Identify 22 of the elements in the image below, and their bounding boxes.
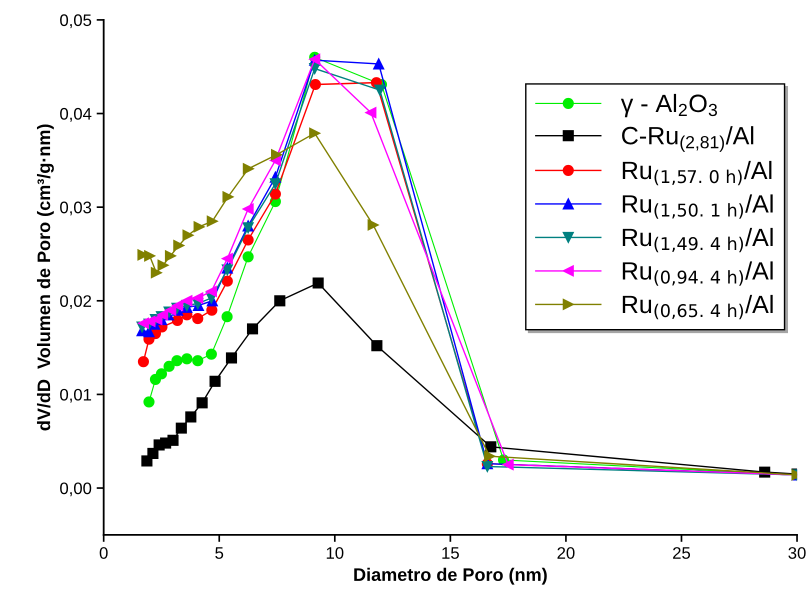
x-tick-label: 0 [100, 547, 108, 559]
legend-label: Ru$_{(0,65. 4 h)}$/Al [622, 294, 773, 320]
y-tick-label: 0,00 [60, 482, 92, 496]
y-tick-label: 0,01 [60, 388, 92, 403]
legend-label: Ru$_{(1,57. 0 h)}$/Al [622, 160, 772, 186]
y-axis-title: dV/dD Volumen de Poro (cm³/g·nm) [36, 124, 54, 430]
y-tick-label: 0,02 [60, 295, 92, 309]
legend-label: C-Ru$_{(2,81)}$/Al [622, 126, 754, 152]
x-tick-label: 5 [215, 547, 224, 559]
legend-label: γ - Al$_{2}$O$_{3}$ [620, 94, 717, 118]
x-tick-label: 30 [788, 547, 806, 559]
legend-label: Ru$_{(0,94. 4 h)}$/Al [622, 261, 773, 286]
y-tick-label: 0,03 [60, 202, 92, 216]
y-tick-label: 0,04 [60, 108, 92, 122]
legend-label: Ru$_{(1,50. 1 h)}$/Al [622, 194, 773, 219]
x-tick-label: 15 [442, 547, 459, 559]
y-tick-label: 0,05 [60, 14, 92, 28]
x-tick-label: 25 [673, 547, 690, 559]
x-axis-title: Diametro de Poro (nm) [354, 568, 547, 585]
legend-label: Ru$_{(1,49. 4 h)}$/Al [622, 228, 773, 252]
x-tick-label: 10 [326, 547, 344, 559]
x-tick-label: 20 [557, 547, 575, 559]
